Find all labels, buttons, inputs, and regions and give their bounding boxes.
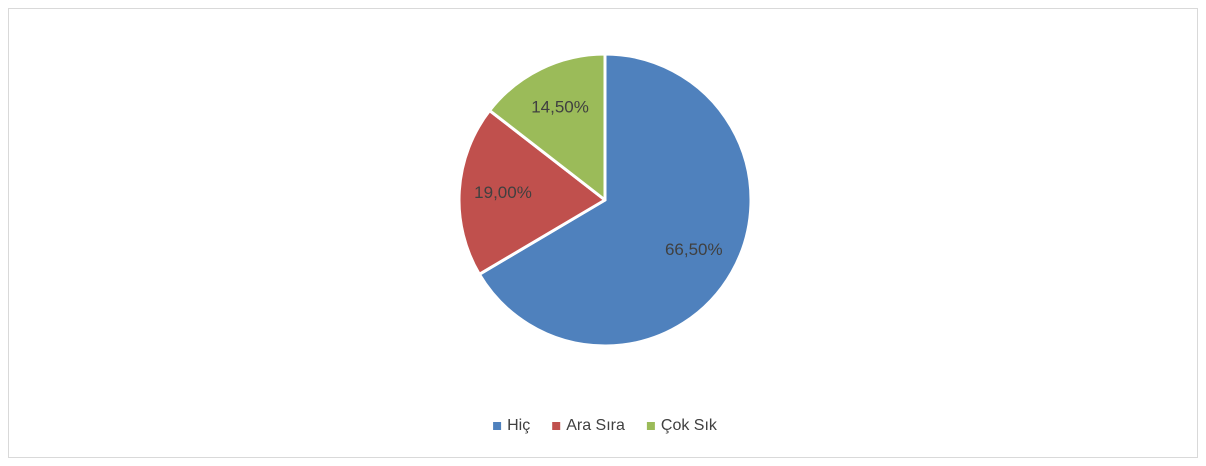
data-label: 14,50% <box>531 98 589 117</box>
pie-slice <box>457 109 607 276</box>
data-label: 19,00% <box>474 183 532 202</box>
legend-label: Çok Sık <box>661 417 718 434</box>
legend-swatch <box>646 422 655 430</box>
legend-label: Hiç <box>507 417 530 434</box>
pie-slice <box>477 52 753 348</box>
legend-swatch <box>552 422 561 430</box>
pie-slice <box>488 52 607 202</box>
legend-swatch <box>493 422 502 430</box>
legend-label: Ara Sıra <box>566 417 625 434</box>
legend: Hiç Ara Sıra Çok Sık <box>493 417 718 434</box>
data-label: 66,50% <box>665 240 723 259</box>
